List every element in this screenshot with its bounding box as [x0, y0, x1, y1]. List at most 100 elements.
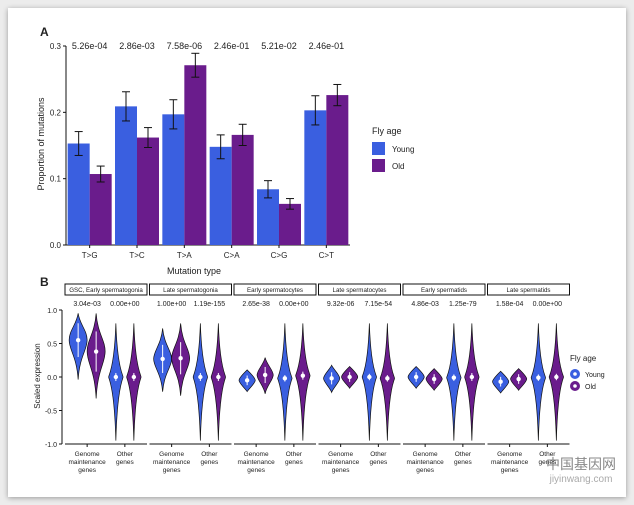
- panel-a-bar-young: [257, 189, 279, 245]
- panel-b-violin-median: [300, 373, 306, 378]
- legend-b-label-young: Young: [585, 372, 605, 379]
- watermark: 中国基因网 jiyinwang.com: [546, 454, 616, 485]
- panel-b-violin-young: [277, 323, 293, 441]
- panel-b-ylabel: Scaled expression: [33, 343, 42, 408]
- panel-a-xtick-label: T>G: [82, 251, 98, 260]
- panel-a-xtick-label: T>A: [177, 251, 193, 260]
- panel-b-violin-old: [379, 323, 395, 441]
- panel-b-violin-median: [178, 356, 183, 361]
- panel-b-violin-median: [498, 379, 503, 384]
- panel-b-xtick-label: genes: [247, 467, 265, 474]
- panel-b-xtick-label: maintenance: [69, 459, 107, 466]
- panel-b-violin-old: [126, 323, 142, 441]
- panel-b-pvalue: 0.00e+00: [110, 301, 139, 308]
- panel-b-xtick-label: Genome: [413, 451, 438, 458]
- panel-b-pvalue: 9.32e-06: [327, 301, 355, 308]
- panel-b-pvalue: 1.00e+00: [157, 301, 186, 308]
- figure-card: A Proportion of mutations Mutation type …: [8, 8, 626, 497]
- panel-b-xtick-label: maintenance: [153, 459, 191, 466]
- panel-b-pvalue: 7.15e-54: [365, 301, 393, 308]
- legend-b-title: Fly age: [570, 354, 597, 363]
- legend-a-label-old: Old: [392, 162, 404, 171]
- panel-b-violin-median: [413, 374, 419, 380]
- panel-b-xtick-label: maintenance: [238, 459, 276, 466]
- panel-b-xtick-label: maintenance: [407, 459, 445, 466]
- panel-b-ytick-label: 0.0: [47, 375, 57, 382]
- figure-svg: A Proportion of mutations Mutation type …: [33, 25, 605, 474]
- panel-b-xtick-label: Other: [286, 451, 303, 458]
- panel-b-xtick-label: genes: [163, 467, 181, 474]
- panel-a-pvalue: 2.46e-01: [309, 41, 345, 51]
- panel-b-facet-title: Early spermatids: [421, 287, 467, 294]
- panel-b-xtick-label: genes: [201, 459, 219, 466]
- panel-a-plot: 0.0 0.1 0.2 0.3 T>G 5.26e-04 T>C 2.86e-03 T>A 7.5…: [50, 41, 350, 260]
- panel-b-facet-title: Early spermatocytes: [247, 287, 303, 294]
- panel-b-violin-young: [192, 323, 208, 441]
- panel-a-pvalue: 2.46e-01: [214, 41, 250, 51]
- panel-b-pvalue: 0.00e+00: [279, 301, 308, 308]
- panel-b-pvalue: 1.58e-04: [496, 301, 524, 308]
- panel-b-ytick-label: 0.5: [47, 342, 57, 349]
- panel-b-violin-median: [113, 374, 119, 380]
- panel-b-xtick-label: genes: [416, 467, 434, 474]
- panel-b-xtick-label: Genome: [159, 451, 184, 458]
- panel-b-violin-median: [329, 376, 334, 381]
- panel-b-violin-median: [385, 376, 390, 381]
- panel-a-pvalue: 2.86e-03: [119, 41, 155, 51]
- legend-b-dot-young: [573, 372, 577, 376]
- panel-b-violin-median: [282, 376, 288, 381]
- panel-b-plot: -1.0 -0.5 0.0 0.5 1.0 GSC, Early spermatogoni…: [45, 283, 570, 474]
- panel-a-bar-old: [231, 134, 254, 245]
- panel-b-violin-median: [431, 376, 437, 382]
- panel-b-violin-median: [367, 374, 372, 380]
- panel-a-bar-young: [115, 106, 137, 245]
- panel-b-xtick-label: Genome: [244, 451, 269, 458]
- panel-b-ytick-label: -1.0: [45, 442, 57, 449]
- panel-b-xtick-label: maintenance: [491, 459, 529, 466]
- panel-b-violin-median: [160, 356, 165, 362]
- panel-a-xtick-label: C>G: [271, 251, 288, 260]
- panel-a-ytick-label: 0.2: [50, 108, 62, 117]
- panel-b-xtick-label: genes: [285, 459, 303, 466]
- legend-a-swatch-old: [372, 159, 385, 172]
- panel-b-pvalue: 1.19e-155: [194, 301, 226, 308]
- panel-b-facet-strip: [149, 283, 232, 296]
- panel-b-facet-strip: [233, 283, 317, 296]
- panel-a-legend: Fly age Young Old: [372, 126, 414, 172]
- panel-b-violin-median: [554, 374, 559, 380]
- panel-a-ytick-label: 0.3: [50, 42, 62, 51]
- panel-b-xtick-label: genes: [370, 459, 388, 466]
- panel-b-xtick-label: genes: [454, 459, 472, 466]
- panel-b-xtick-label: genes: [116, 459, 134, 466]
- panel-a-ylabel: Proportion of mutations: [36, 97, 46, 191]
- panel-a-xtick-label: C>T: [319, 251, 334, 260]
- panel-a-bar-young: [304, 110, 327, 246]
- panel-a-ytick-label: 0.1: [50, 175, 62, 184]
- panel-a-xlabel: Mutation type: [167, 266, 221, 276]
- panel-b-violin-median: [198, 374, 203, 380]
- legend-a-swatch-young: [372, 142, 385, 155]
- panel-b-violin-median: [244, 378, 250, 383]
- panel-a-bar-young: [209, 146, 232, 245]
- panel-b-violin-young: [446, 323, 462, 441]
- panel-b-facet-title: Late spermatogonia: [163, 287, 218, 294]
- panel-a-pvalue: 5.21e-02: [261, 41, 297, 51]
- panel-b-xtick-label: Other: [117, 451, 134, 458]
- panel-b-violin-median: [347, 374, 352, 380]
- panel-b-ytick-label: -0.5: [45, 409, 57, 416]
- panel-b-xtick-label: Genome: [497, 451, 522, 458]
- panel-a-ytick-label: 0.0: [50, 241, 62, 250]
- panel-b-violin-median: [131, 374, 137, 380]
- panel-b-pvalue: 1.25e-79: [449, 301, 477, 308]
- panel-b-pvalue: 0.00e+00: [533, 301, 562, 308]
- panel-a-label: A: [40, 25, 49, 39]
- watermark-text-cn: 中国基因网: [546, 457, 616, 473]
- panel-b-violin-median: [216, 374, 221, 380]
- panel-b-violin-old: [295, 323, 311, 441]
- panel-b-xtick-label: genes: [539, 459, 557, 466]
- panel-b-violin-median: [93, 349, 99, 354]
- panel-b-pvalue: 4.86e-03: [411, 301, 439, 308]
- panel-b-violin-young: [108, 323, 124, 441]
- legend-a-title: Fly age: [372, 126, 402, 136]
- panel-a-xtick-label: C>A: [224, 251, 240, 260]
